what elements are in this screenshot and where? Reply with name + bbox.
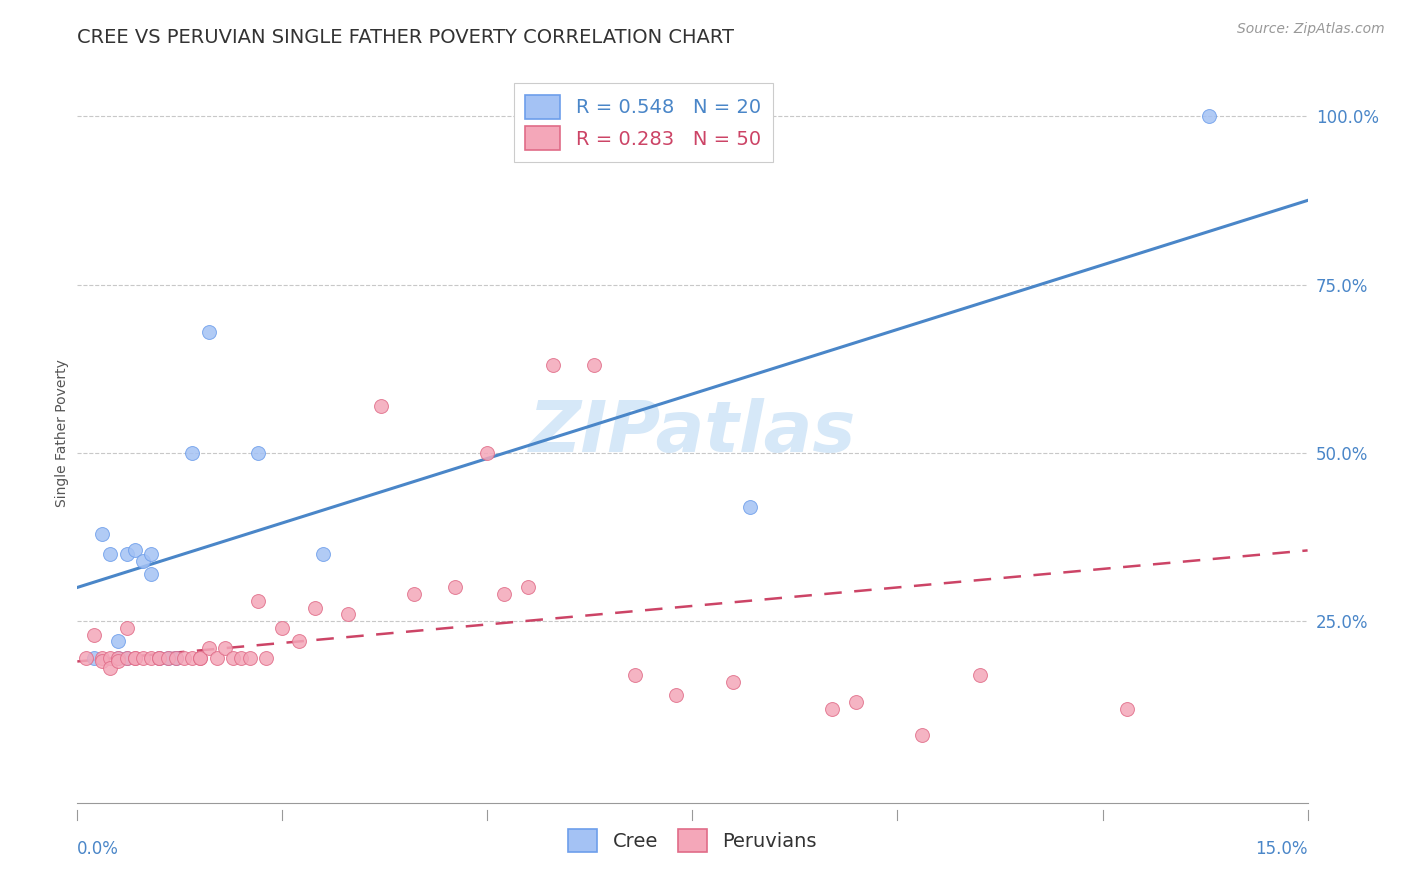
Y-axis label: Single Father Poverty: Single Father Poverty xyxy=(55,359,69,507)
Point xyxy=(845,695,868,709)
Text: Source: ZipAtlas.com: Source: ZipAtlas.com xyxy=(1237,22,1385,37)
Point xyxy=(107,655,129,669)
Point xyxy=(723,674,745,689)
Point xyxy=(821,701,844,715)
Point xyxy=(477,446,499,460)
Point xyxy=(141,547,163,561)
Point xyxy=(148,651,170,665)
Point xyxy=(141,651,163,665)
Point xyxy=(98,547,121,561)
Point xyxy=(90,526,114,541)
Point xyxy=(107,651,129,665)
Point xyxy=(124,651,146,665)
Point xyxy=(83,651,105,665)
Point xyxy=(90,655,114,669)
Point xyxy=(107,651,129,665)
Point xyxy=(517,581,540,595)
Point xyxy=(239,651,262,665)
Point xyxy=(132,651,155,665)
Point xyxy=(337,607,360,622)
Point xyxy=(222,651,245,665)
Point xyxy=(1198,109,1220,123)
Point xyxy=(214,640,236,655)
Point xyxy=(98,651,121,665)
Point xyxy=(312,547,335,561)
Point xyxy=(246,594,269,608)
Text: 0.0%: 0.0% xyxy=(77,840,120,858)
Point xyxy=(188,651,212,665)
Point xyxy=(75,651,97,665)
Point xyxy=(969,668,991,682)
Point xyxy=(165,651,187,665)
Point xyxy=(124,543,146,558)
Point xyxy=(132,553,155,567)
Point xyxy=(115,651,138,665)
Point xyxy=(173,651,195,665)
Point xyxy=(115,547,138,561)
Point xyxy=(188,651,212,665)
Text: 15.0%: 15.0% xyxy=(1256,840,1308,858)
Point xyxy=(288,634,311,648)
Text: CREE VS PERUVIAN SINGLE FATHER POVERTY CORRELATION CHART: CREE VS PERUVIAN SINGLE FATHER POVERTY C… xyxy=(77,28,734,47)
Point xyxy=(246,446,269,460)
Point xyxy=(98,661,121,675)
Point xyxy=(90,651,114,665)
Point xyxy=(115,621,138,635)
Point xyxy=(231,651,253,665)
Point xyxy=(583,359,606,373)
Point xyxy=(156,651,179,665)
Point xyxy=(83,627,105,641)
Point xyxy=(304,600,326,615)
Point xyxy=(156,651,179,665)
Point xyxy=(665,688,688,702)
Point xyxy=(124,651,146,665)
Point xyxy=(443,581,465,595)
Point xyxy=(205,651,228,665)
Point xyxy=(148,651,170,665)
Point xyxy=(115,651,138,665)
Point xyxy=(911,729,934,743)
Point xyxy=(197,325,219,339)
Point xyxy=(1116,701,1139,715)
Point xyxy=(181,651,204,665)
Point xyxy=(624,668,647,682)
Point xyxy=(370,399,392,413)
Point xyxy=(402,587,425,601)
Point xyxy=(738,500,761,514)
Point xyxy=(492,587,515,601)
Point xyxy=(181,446,204,460)
Point xyxy=(141,566,163,581)
Point xyxy=(148,651,170,665)
Text: ZIPatlas: ZIPatlas xyxy=(529,398,856,467)
Point xyxy=(271,621,294,635)
Point xyxy=(254,651,277,665)
Point xyxy=(541,359,564,373)
Point xyxy=(107,634,129,648)
Legend: Cree, Peruvians: Cree, Peruvians xyxy=(561,822,824,860)
Point xyxy=(165,651,187,665)
Point xyxy=(197,640,219,655)
